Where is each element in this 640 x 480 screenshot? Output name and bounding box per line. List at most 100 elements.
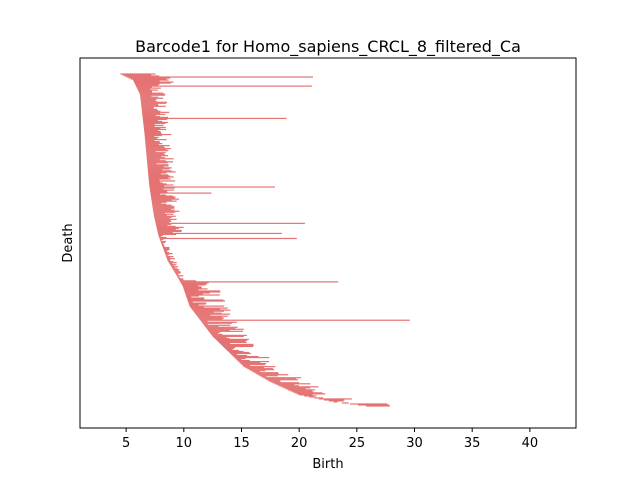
barcode-bar xyxy=(128,77,171,79)
barcode-bar xyxy=(142,118,168,121)
barcode-bar xyxy=(146,150,169,152)
barcode-bar xyxy=(184,289,199,291)
barcode-bar xyxy=(143,126,166,129)
barcode-bar xyxy=(235,357,246,360)
barcode-bar xyxy=(183,288,208,290)
barcode-bar xyxy=(152,206,175,208)
barcode-bar xyxy=(215,338,249,340)
barcode-bar xyxy=(323,399,345,401)
barcode-bar xyxy=(142,119,158,122)
barcode-bar xyxy=(133,80,160,82)
barcode-bar xyxy=(166,257,171,259)
barcode-bar xyxy=(148,178,171,180)
barcode-bar xyxy=(167,259,171,261)
barcode-bar xyxy=(166,258,175,260)
barcode-bar xyxy=(149,188,164,190)
barcode-bar xyxy=(186,295,199,297)
barcode-bar xyxy=(333,401,338,403)
barcode-bar xyxy=(151,202,162,204)
barcode-bar xyxy=(225,347,234,350)
barcode-bar xyxy=(161,243,164,246)
barcode-bar xyxy=(188,301,193,303)
barcode-bar xyxy=(149,184,174,186)
barcode-bar xyxy=(171,266,179,268)
barcode-bar xyxy=(145,148,171,150)
barcode-bar xyxy=(146,160,166,162)
barcode-bar xyxy=(158,234,163,237)
barcode-bar xyxy=(141,102,167,104)
barcode-bar xyxy=(154,218,177,220)
barcode-bar xyxy=(148,180,176,182)
barcode-bar xyxy=(256,373,279,375)
x-tick-label: 20 xyxy=(291,436,308,451)
barcode-bar xyxy=(148,174,169,176)
barcode-bar xyxy=(152,208,172,210)
x-tick-label: 5 xyxy=(122,436,130,451)
barcode-bar xyxy=(150,193,160,195)
barcode-bar xyxy=(142,112,161,114)
barcode-bar xyxy=(261,376,267,378)
barcode-bar xyxy=(328,400,344,402)
barcode-bar xyxy=(133,79,169,81)
barcode-bar xyxy=(166,256,174,258)
barcode-bar xyxy=(192,309,231,311)
barcode-bar xyxy=(162,245,165,248)
barcode-bar xyxy=(145,145,170,147)
barcode-bar xyxy=(230,352,251,355)
barcode-bar xyxy=(175,272,181,274)
barcode-bar xyxy=(152,204,172,206)
barcode-bar xyxy=(150,191,168,193)
y-axis-label: Death xyxy=(61,223,76,262)
barcode-bar xyxy=(223,345,253,348)
barcode-bar xyxy=(145,144,159,146)
x-axis-label: Birth xyxy=(312,457,343,472)
barcode-bar xyxy=(146,154,166,156)
barcode-bar xyxy=(193,310,225,312)
barcode-bar xyxy=(259,375,278,377)
x-tick-label: 25 xyxy=(349,436,366,451)
barcode-bar xyxy=(203,323,208,325)
barcode-bar xyxy=(234,356,270,359)
barcode-bar xyxy=(137,88,151,90)
barcode-bar xyxy=(144,132,162,135)
barcode-bar xyxy=(153,212,166,214)
barcode-bar xyxy=(182,285,199,287)
barcode-bar xyxy=(141,108,157,110)
barcode-bar xyxy=(141,107,154,109)
barcode-bar xyxy=(140,96,159,98)
barcode-bar xyxy=(211,334,247,336)
barcode-bar xyxy=(228,350,244,353)
barcode-bar xyxy=(165,254,169,256)
barcode-bar xyxy=(288,389,316,391)
barcode-bar xyxy=(173,270,179,272)
barcode-bar xyxy=(150,192,212,194)
barcode-bar xyxy=(143,127,161,130)
barcode-bar xyxy=(158,235,161,238)
barcode-bar xyxy=(148,181,160,183)
barcode-bar xyxy=(144,133,172,136)
barcode-bar xyxy=(139,92,164,94)
barcode-bar xyxy=(140,95,152,97)
barcode-bar xyxy=(233,355,259,358)
barcode-bar xyxy=(143,120,163,123)
barcode-bar xyxy=(173,269,180,271)
barcode-bar xyxy=(181,283,207,285)
barcode-bar xyxy=(196,314,211,316)
barcode-bar xyxy=(138,91,153,93)
barcode-bar xyxy=(154,215,176,217)
barcode-bar xyxy=(144,128,167,131)
barcode-bar xyxy=(226,348,233,351)
barcode-bar xyxy=(150,190,167,192)
barcode-bar xyxy=(165,253,173,255)
barcode-bar xyxy=(239,362,261,364)
barcode-bar xyxy=(156,225,176,227)
barcode-bar xyxy=(263,377,302,379)
barcode-bar xyxy=(292,391,314,393)
barcode-bar xyxy=(231,353,237,356)
barcode-bar xyxy=(163,247,170,250)
barcode-bar xyxy=(285,388,306,390)
barcode-bar xyxy=(152,203,167,205)
barcode-bar xyxy=(141,109,159,111)
barcode-bar xyxy=(142,111,170,113)
barcode-bar xyxy=(179,279,184,281)
